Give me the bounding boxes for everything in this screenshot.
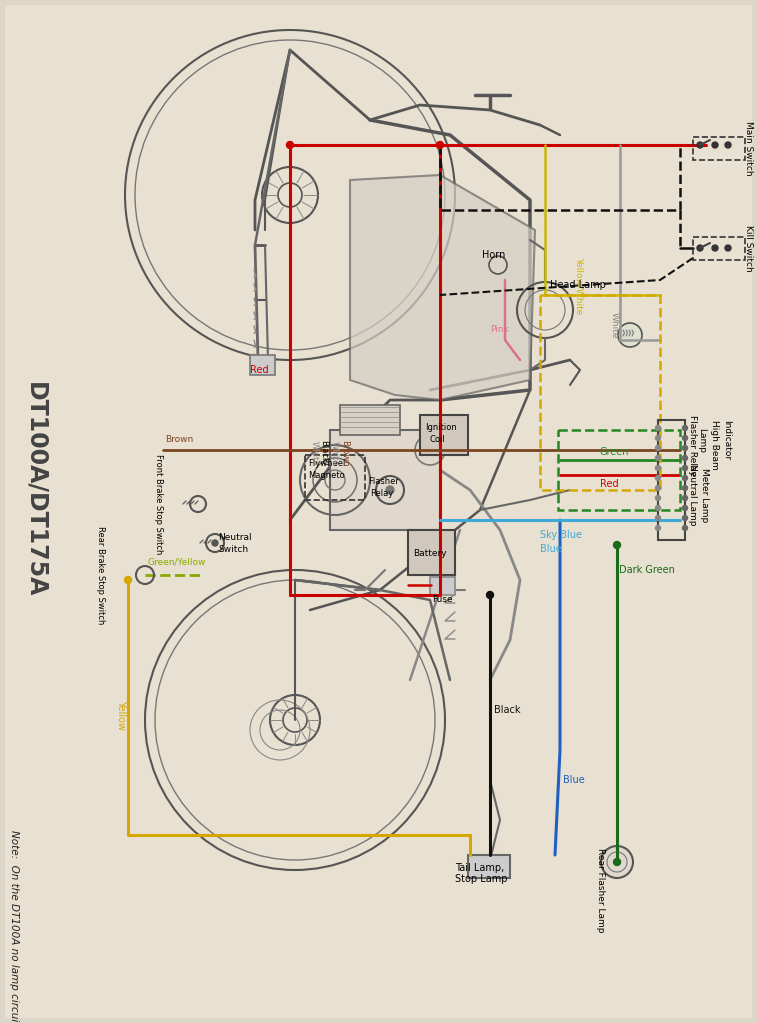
Text: Brown: Brown: [165, 436, 193, 445]
Circle shape: [212, 540, 218, 546]
Text: Switch: Switch: [218, 544, 248, 553]
Text: Head Lamp: Head Lamp: [550, 280, 606, 290]
Circle shape: [656, 445, 661, 450]
Text: Brown: Brown: [340, 440, 349, 466]
Text: White: White: [610, 312, 619, 339]
Bar: [408, 530, 455, 575]
Text: Indicator: Indicator: [722, 419, 731, 460]
Text: Yellow/White: Yellow/White: [575, 258, 584, 315]
Text: Green: Green: [600, 447, 630, 457]
Text: Red: Red: [600, 479, 618, 489]
Circle shape: [386, 486, 394, 494]
Circle shape: [656, 486, 661, 490]
Bar: [658, 420, 685, 540]
Circle shape: [683, 436, 687, 441]
Circle shape: [656, 526, 661, 531]
Bar: [693, 137, 745, 160]
Text: Neutral: Neutral: [218, 534, 251, 542]
Text: Blue: Blue: [563, 775, 584, 785]
Bar: [693, 237, 745, 260]
Text: Fuse: Fuse: [432, 595, 453, 605]
Circle shape: [725, 244, 731, 251]
Text: Red: Red: [250, 365, 269, 375]
Text: Green/Yellow: Green/Yellow: [148, 558, 207, 567]
Text: Yellow: Yellow: [116, 700, 126, 730]
Text: White: White: [310, 441, 319, 465]
Text: Meter Lamp: Meter Lamp: [700, 468, 709, 522]
Circle shape: [683, 526, 687, 531]
Circle shape: [725, 142, 731, 148]
Circle shape: [683, 486, 687, 490]
Bar: [340, 405, 400, 435]
Bar: [558, 430, 680, 510]
Circle shape: [656, 505, 661, 510]
Circle shape: [656, 465, 661, 471]
Circle shape: [487, 591, 494, 598]
Text: Front Brake Stop Switch: Front Brake Stop Switch: [154, 454, 163, 554]
Text: Stop Lamp: Stop Lamp: [455, 874, 507, 884]
Circle shape: [683, 426, 687, 431]
Text: High Beam: High Beam: [711, 420, 719, 470]
Bar: [468, 855, 510, 878]
Text: Ignition: Ignition: [425, 424, 456, 433]
Bar: [305, 455, 365, 500]
Text: Flywheel: Flywheel: [308, 458, 345, 468]
Circle shape: [286, 141, 294, 148]
Circle shape: [712, 142, 718, 148]
Text: Flasher Relay: Flasher Relay: [687, 414, 696, 476]
Text: Coil: Coil: [430, 436, 446, 445]
Text: Neutral Lamp: Neutral Lamp: [687, 464, 696, 526]
Bar: [540, 295, 660, 490]
Text: Sky Blue: Sky Blue: [540, 530, 582, 540]
Circle shape: [697, 142, 703, 148]
Circle shape: [683, 465, 687, 471]
Circle shape: [697, 244, 703, 251]
Circle shape: [683, 455, 687, 460]
Text: Horn: Horn: [482, 250, 506, 260]
Polygon shape: [350, 175, 535, 400]
Text: Note:  On the DT100A no lamp circuit is provided.: Note: On the DT100A no lamp circuit is p…: [9, 831, 19, 1023]
Text: Main Switch: Main Switch: [743, 121, 752, 175]
Text: White: White: [330, 441, 339, 465]
Circle shape: [437, 141, 444, 148]
Circle shape: [618, 323, 642, 347]
Circle shape: [683, 505, 687, 510]
Circle shape: [683, 476, 687, 481]
Text: Black/: Black/: [320, 440, 329, 465]
Text: Relay: Relay: [370, 489, 393, 497]
Bar: [420, 415, 468, 455]
Circle shape: [656, 426, 661, 431]
Circle shape: [683, 495, 687, 500]
Circle shape: [601, 846, 633, 878]
Circle shape: [656, 516, 661, 521]
Circle shape: [613, 858, 621, 865]
Circle shape: [613, 541, 621, 548]
Text: Pink: Pink: [490, 325, 509, 335]
Text: Flasher: Flasher: [368, 478, 399, 487]
Circle shape: [683, 445, 687, 450]
Text: Blue: Blue: [540, 544, 562, 554]
Circle shape: [656, 455, 661, 460]
Circle shape: [656, 495, 661, 500]
Text: Rear Brake Stop Switch: Rear Brake Stop Switch: [95, 526, 104, 624]
Text: Tail Lamp,: Tail Lamp,: [455, 863, 504, 873]
Text: Black: Black: [494, 705, 521, 715]
Bar: [330, 430, 440, 530]
Circle shape: [656, 476, 661, 481]
Text: Dark Green: Dark Green: [619, 565, 675, 575]
Bar: [430, 577, 455, 595]
Text: Kill Switch: Kill Switch: [743, 225, 752, 271]
Text: Rear Flasher Lamp: Rear Flasher Lamp: [596, 848, 605, 932]
Circle shape: [712, 244, 718, 251]
Circle shape: [124, 577, 132, 583]
Circle shape: [656, 436, 661, 441]
Bar: [250, 355, 275, 375]
Text: Magneto: Magneto: [308, 471, 344, 480]
Circle shape: [683, 516, 687, 521]
Text: Lamp: Lamp: [697, 428, 706, 452]
Text: Battery: Battery: [413, 548, 447, 558]
Text: DT100A/DT175A: DT100A/DT175A: [23, 383, 47, 597]
